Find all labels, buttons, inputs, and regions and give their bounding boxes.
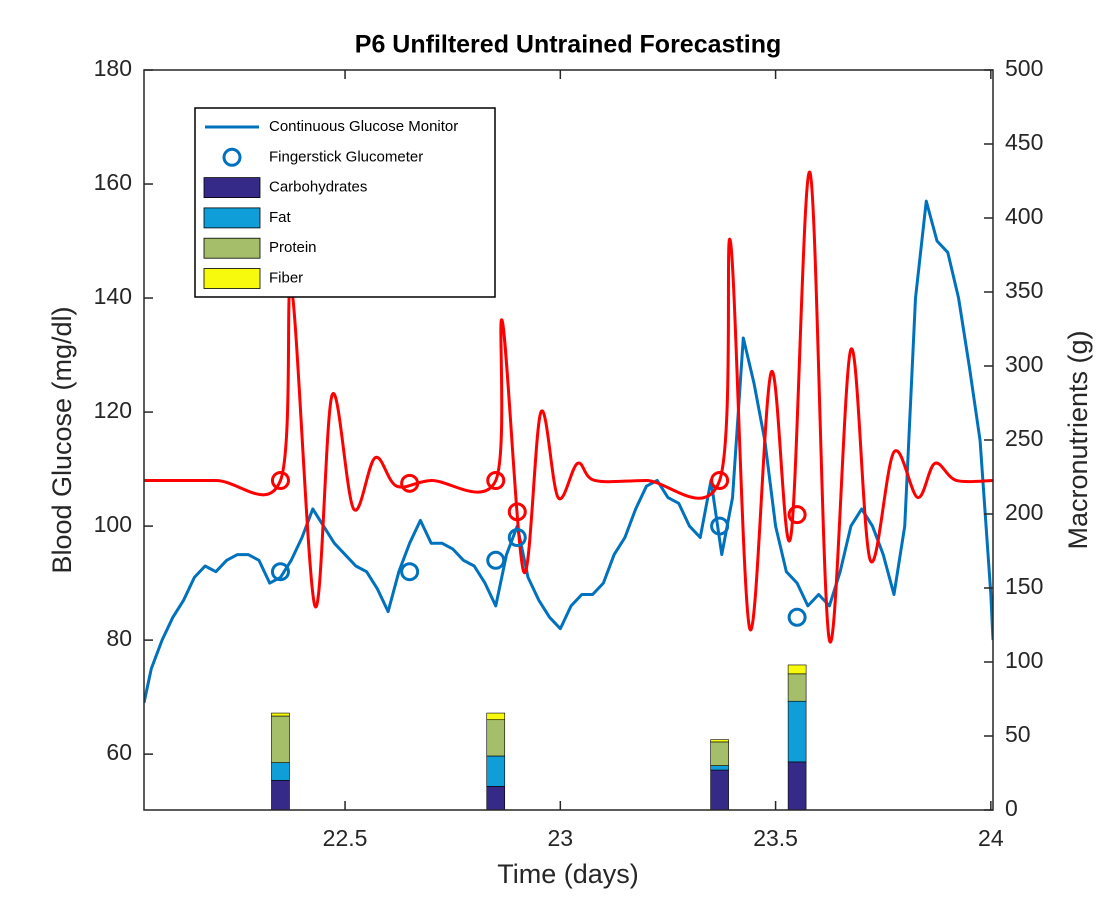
legend-label: Fiber	[269, 269, 303, 286]
legend-swatch	[203, 268, 261, 289]
marker	[486, 470, 506, 490]
bar-segment	[271, 715, 290, 763]
bar-segment	[710, 739, 729, 743]
bar-segment	[486, 755, 506, 787]
bar-segment	[787, 761, 807, 810]
bar-segment	[787, 673, 807, 702]
y2-tick-label: 300	[1005, 351, 1043, 377]
bar-segment	[271, 712, 290, 717]
y-tick-label: 80	[106, 625, 132, 651]
plot-area	[144, 171, 993, 810]
y2-tick-label: 250	[1005, 425, 1043, 451]
marker	[710, 470, 730, 490]
y2-tick-label: 350	[1005, 277, 1043, 303]
bar-segment	[710, 765, 729, 771]
bar-segment	[271, 762, 290, 781]
legend-swatch	[203, 177, 261, 199]
y2-tick-label: 450	[1005, 129, 1043, 155]
y-axis-label: Blood Glucose (mg/dl)	[47, 306, 77, 573]
y2-tick-label: 50	[1005, 721, 1031, 747]
marker	[787, 505, 807, 525]
bar-segment	[787, 664, 807, 675]
bar-segment	[271, 780, 290, 810]
marker	[507, 527, 527, 547]
marker	[400, 473, 420, 493]
y-tick-label: 180	[94, 55, 132, 81]
bar-segment	[486, 719, 506, 757]
bar-segment	[787, 700, 807, 763]
y2-tick-label: 150	[1005, 573, 1043, 599]
y-tick-label: 100	[94, 511, 132, 537]
marker	[507, 502, 527, 522]
bar-segment	[486, 786, 506, 810]
x-axis-label: Time (days)	[497, 859, 639, 889]
y-tick-label: 160	[94, 169, 132, 195]
y2-axis-label: Macronutrients (g)	[1063, 330, 1093, 549]
legend-label: Continuous Glucose Monitor	[269, 118, 458, 135]
bar-segment	[710, 741, 729, 766]
series-line	[144, 171, 993, 644]
y-tick-label: 120	[94, 397, 132, 423]
y2-tick-label: 100	[1005, 647, 1043, 673]
legend-label: Protein	[269, 239, 317, 256]
x-tick-label: 23.5	[753, 825, 798, 851]
x-tick-label: 23	[548, 825, 574, 851]
y2-tick-label: 500	[1005, 55, 1043, 81]
legend-label: Fat	[269, 209, 292, 226]
y-tick-label: 60	[106, 739, 132, 765]
bar-segment	[710, 769, 729, 810]
x-tick-label: 24	[978, 825, 1004, 851]
legend-box	[194, 107, 496, 298]
legend-marker	[222, 147, 242, 167]
y-tick-label: 140	[94, 283, 132, 309]
bar-segment	[486, 712, 506, 721]
legend-swatch	[203, 237, 261, 259]
x-tick-label: 22.5	[323, 825, 368, 851]
marker	[710, 516, 730, 536]
marker	[270, 562, 290, 582]
marker	[400, 562, 420, 582]
legend-label: Carbohydrates	[269, 179, 367, 196]
y2-tick-label: 200	[1005, 499, 1043, 525]
y2-tick-label: 400	[1005, 203, 1043, 229]
marker	[787, 607, 807, 627]
marker	[486, 550, 506, 570]
series-line	[144, 199, 993, 704]
marker	[270, 470, 290, 490]
legend-label: Fingerstick Glucometer	[269, 148, 423, 165]
legend-swatch	[203, 207, 261, 229]
chart-title: P6 Unfiltered Untrained Forecasting	[355, 31, 781, 59]
y2-tick-label: 0	[1005, 795, 1018, 821]
